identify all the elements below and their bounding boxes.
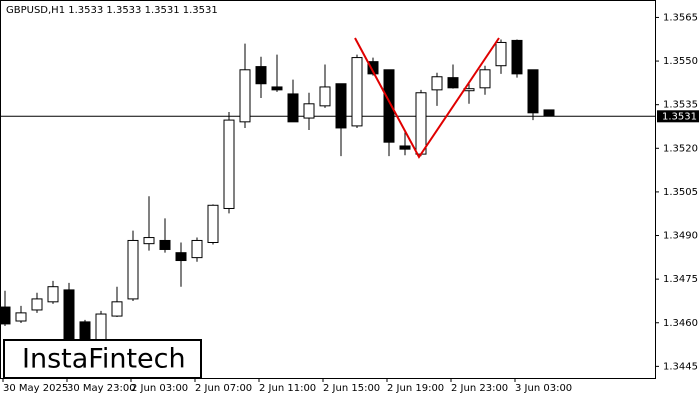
current-price-label: 1.3531: [662, 111, 697, 122]
candle-body: [399, 145, 411, 150]
candle-body: [351, 57, 363, 127]
y-tick-label: 1.3565: [663, 12, 698, 23]
candle-body: [127, 239, 139, 300]
candle-body: [111, 301, 123, 317]
x-tick-label: 2 Jun 23:00: [451, 383, 508, 394]
candle-body: [271, 86, 283, 91]
candle-body: [15, 312, 27, 322]
x-tick-label: 3 Jun 03:00: [515, 383, 572, 394]
candle-body: [0, 306, 11, 325]
x-tick-label: 2 Jun 07:00: [195, 383, 252, 394]
y-tick-label: 1.3520: [663, 143, 698, 154]
candle-body: [47, 286, 59, 303]
candle-body: [207, 204, 219, 244]
logo-box: [3, 339, 202, 379]
current-price-box: [657, 110, 699, 123]
candle-body: [511, 39, 523, 75]
candle-body: [31, 298, 43, 311]
y-tick-label: 1.3460: [663, 318, 698, 329]
candle-body: [431, 76, 443, 91]
candle-body: [303, 103, 315, 119]
candle-body: [383, 69, 395, 143]
x-tick-label: 30 May 2025: [3, 383, 68, 394]
x-tick-label: 2 Jun 19:00: [387, 383, 444, 394]
x-tick-label: 2 Jun 03:00: [131, 383, 188, 394]
candle-body: [287, 93, 299, 123]
x-tick-label: 2 Jun 11:00: [259, 383, 316, 394]
candle-body: [239, 69, 251, 123]
candle-body: [63, 289, 75, 347]
y-tick-label: 1.3490: [663, 231, 698, 242]
candle-body: [495, 41, 507, 67]
y-tick-label: 1.3475: [663, 274, 698, 285]
logo: InstaFintech: [22, 344, 186, 375]
pattern-line: [354, 37, 500, 159]
candle-body: [335, 83, 347, 129]
candle-body: [223, 119, 235, 209]
candle-body: [543, 109, 555, 117]
candle-body: [159, 239, 171, 250]
candle-body: [367, 61, 379, 75]
candle-body: [175, 252, 187, 262]
y-tick-label: 1.3505: [663, 187, 698, 198]
x-tick-label: 30 May 23:00: [67, 383, 136, 394]
candle-body: [191, 239, 203, 259]
y-tick-label: 1.3535: [663, 100, 698, 111]
y-tick-label: 1.3445: [663, 361, 698, 372]
plot-frame: [0, 0, 656, 379]
x-tick-label: 2 Jun 15:00: [323, 383, 380, 394]
candle-body: [447, 77, 459, 89]
candle-body: [527, 69, 539, 114]
candle-body: [255, 66, 267, 85]
y-tick-label: 1.3550: [663, 56, 698, 67]
chart-title: GBPUSD,H1 1.3533 1.3533 1.3531 1.3531: [6, 5, 218, 16]
candle-body: [415, 92, 427, 155]
candle-body: [143, 237, 155, 245]
candle-body: [319, 86, 331, 107]
candle-body: [479, 69, 491, 89]
